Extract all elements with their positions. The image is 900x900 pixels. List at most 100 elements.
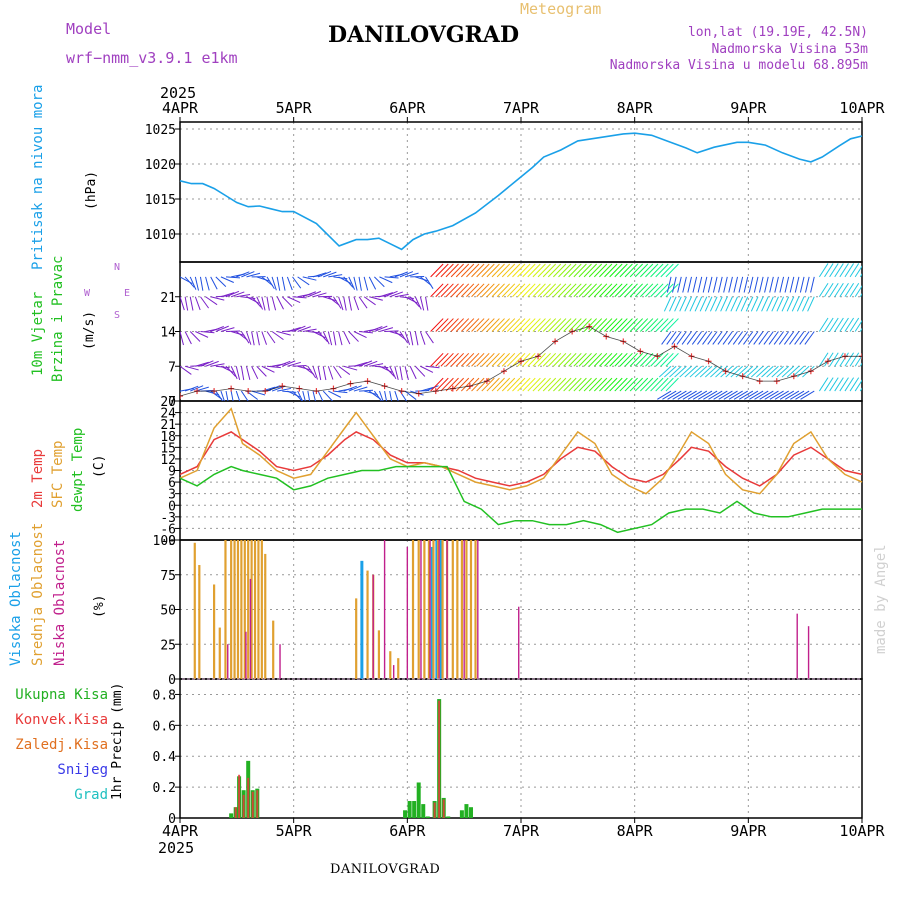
wind-arrow bbox=[639, 352, 654, 367]
wind-arrow bbox=[697, 331, 708, 345]
wind-arrow bbox=[184, 296, 189, 311]
wind-arrow bbox=[758, 331, 769, 345]
convective-precip-bar bbox=[238, 774, 241, 818]
wind-arrow bbox=[532, 263, 546, 278]
wind-arrow bbox=[205, 390, 220, 396]
wind-arrow bbox=[471, 352, 485, 367]
wind-arrow bbox=[323, 296, 337, 302]
y-tick-label: 0 bbox=[168, 673, 176, 688]
wind-arrow bbox=[481, 263, 495, 278]
wind-arrow bbox=[839, 377, 849, 392]
wind-arrow bbox=[645, 283, 659, 298]
wind-arrow bbox=[409, 331, 414, 346]
mid-cloud-bar bbox=[247, 540, 250, 679]
wind-arrow bbox=[205, 360, 219, 367]
wind-arrow bbox=[764, 276, 769, 293]
wind-arrow bbox=[527, 283, 541, 298]
wind-arrow bbox=[619, 283, 633, 298]
wind-arrow bbox=[384, 290, 398, 298]
wind-arrow bbox=[230, 390, 234, 401]
wind-arrow bbox=[358, 331, 374, 334]
wind-arrow bbox=[379, 390, 384, 401]
mid-cloud-bar bbox=[456, 540, 459, 679]
wind-arrow bbox=[609, 263, 623, 278]
wind-arrow bbox=[414, 296, 422, 310]
total-precip-bar bbox=[407, 801, 412, 818]
wind-arrow bbox=[282, 360, 296, 367]
wind-arrow bbox=[634, 352, 649, 367]
mid-cloud-bar bbox=[423, 540, 426, 679]
wind-arrow bbox=[440, 263, 454, 278]
wind-arrow bbox=[844, 317, 855, 332]
wind-arrow bbox=[394, 390, 399, 401]
wind-arrow bbox=[312, 292, 327, 298]
y-tick-label: 18 bbox=[160, 430, 176, 445]
wind-arrow bbox=[338, 296, 344, 311]
legend-freezing-rain: Zaledj.Kisa bbox=[15, 737, 108, 753]
wind-arrow bbox=[553, 263, 567, 278]
wind-arrow bbox=[702, 331, 713, 345]
wind-arrow bbox=[547, 352, 562, 367]
wind-arrow bbox=[394, 271, 409, 278]
wind-arrow bbox=[681, 331, 692, 345]
wind-arrow bbox=[256, 365, 267, 377]
high-cloud-bar bbox=[430, 546, 434, 679]
wind-arrow bbox=[517, 263, 531, 278]
wind-arrow bbox=[450, 318, 464, 332]
wind-arrow bbox=[818, 377, 829, 392]
y-tick-label: 15 bbox=[160, 441, 176, 456]
wind-arrow bbox=[481, 318, 495, 332]
elevation-label: Nadmorska Visina 53m bbox=[711, 42, 868, 57]
wind-arrow bbox=[522, 377, 536, 392]
wind-arrow bbox=[466, 283, 480, 298]
wind-arrow bbox=[430, 283, 444, 298]
wind-arrow bbox=[180, 331, 184, 346]
wind-arrow bbox=[220, 292, 235, 298]
wind-arrow bbox=[435, 318, 449, 332]
wind-arrow bbox=[527, 318, 541, 332]
wind-arrow bbox=[404, 331, 411, 345]
total-precip-bar bbox=[464, 804, 469, 818]
wind-arrow bbox=[745, 296, 754, 312]
wind-arrow bbox=[834, 283, 844, 298]
wind-arrow bbox=[629, 377, 644, 392]
wind-arrow bbox=[210, 363, 225, 367]
wind-arrow bbox=[353, 276, 358, 291]
wind-arrow bbox=[834, 352, 844, 367]
wind-arrow bbox=[604, 377, 618, 392]
year-bottom-label: 2025 bbox=[158, 839, 195, 857]
high-cloud-bar bbox=[439, 540, 443, 679]
wind-arrow bbox=[738, 390, 754, 400]
wind-arrow bbox=[660, 318, 674, 332]
wind-arrow bbox=[369, 296, 383, 301]
wind-arrow bbox=[720, 296, 728, 312]
wind-arrow bbox=[184, 365, 199, 371]
wind-arrow bbox=[527, 263, 541, 278]
wind-arrow bbox=[277, 331, 291, 336]
wind-arrow bbox=[794, 276, 800, 293]
wind-arrow bbox=[496, 377, 511, 392]
y-tick-label: 25 bbox=[160, 638, 176, 653]
wind-arrow bbox=[373, 390, 382, 401]
wind-arrow bbox=[348, 331, 359, 342]
wind-arrow bbox=[445, 263, 459, 278]
wind-arrow bbox=[271, 276, 277, 291]
x-tick-label-bottom: 10APR bbox=[839, 822, 885, 840]
wind-arrow bbox=[353, 331, 367, 338]
wind-arrow bbox=[829, 317, 839, 332]
wind-arrow bbox=[364, 390, 378, 396]
wind-arrow bbox=[491, 352, 505, 367]
x-tick-label-bottom: 9APR bbox=[730, 822, 767, 840]
wind-arrow bbox=[692, 276, 698, 293]
wind-arrow bbox=[563, 263, 577, 278]
wind-arrow bbox=[230, 366, 238, 380]
wind-arrow bbox=[849, 317, 860, 332]
wind-arrow bbox=[750, 365, 764, 378]
wind-arrow bbox=[558, 263, 572, 278]
wind-arrow bbox=[281, 296, 293, 308]
x-tick-label-top: 5APR bbox=[276, 99, 313, 117]
wind-arrow bbox=[363, 296, 376, 306]
mid-cloud-bar bbox=[230, 540, 233, 679]
wind-arrow bbox=[195, 361, 209, 367]
wind-arrow bbox=[420, 365, 434, 373]
